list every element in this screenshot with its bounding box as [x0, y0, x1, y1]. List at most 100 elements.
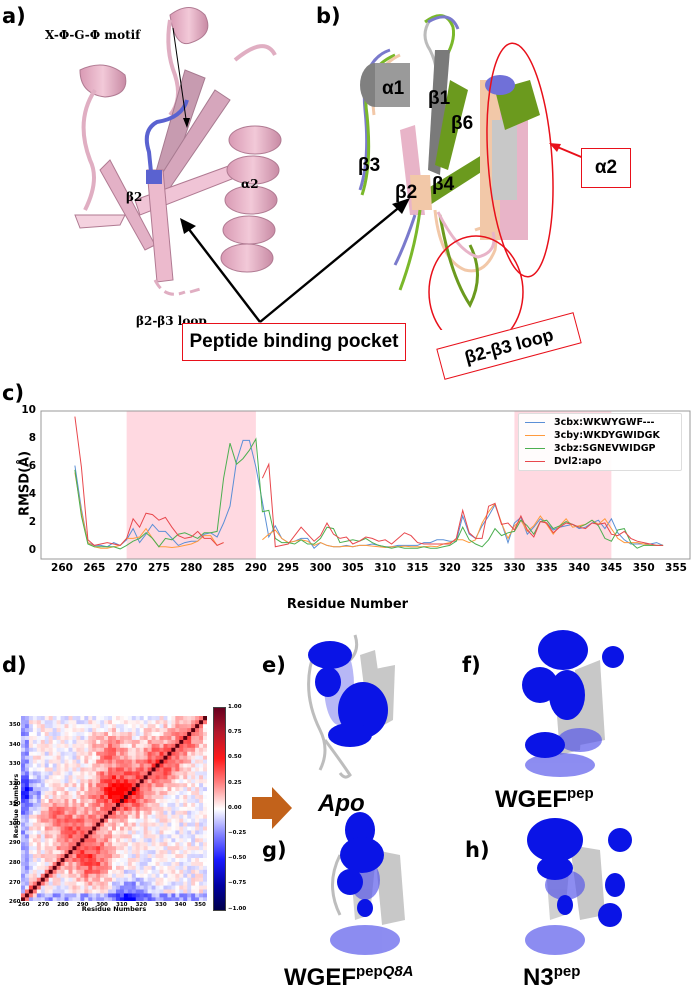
heatmap-y-tick: 260	[9, 899, 21, 906]
y-tick-label: 0	[28, 544, 36, 556]
legend-item-3cbz: 3cbz:SGNEVWIDGP	[525, 442, 655, 455]
heatmap-y-tick: 290	[9, 840, 21, 847]
x-tick-label: 350	[632, 562, 655, 574]
panel-label-b: b)	[316, 4, 341, 28]
y-tick-label: 4	[28, 488, 36, 500]
heatmap-x-tick: 290	[76, 902, 89, 908]
rmsd-legend: 3cbx:WKWYGWF--- 3cby:WKDYGWIDGK 3cbz:SGN…	[518, 413, 682, 471]
y-tick-label: 2	[28, 516, 36, 528]
legend-label: 3cbz:SGNEVWIDGP	[554, 443, 656, 454]
protein-overlay-b	[358, 14, 554, 330]
heatmap-y-tick: 350	[9, 722, 21, 728]
orange-arrow-icon	[252, 787, 292, 829]
pocket-callout-text: Peptide binding pocket	[189, 331, 399, 352]
panel-label-c: c)	[2, 381, 25, 405]
structure-n3-pep	[525, 818, 632, 955]
x-tick-label: 265	[83, 562, 106, 574]
x-tick-label: 330	[503, 562, 526, 574]
panel-label-d: d)	[2, 653, 27, 677]
alpha2-callout-text: α2	[594, 157, 618, 178]
colorbar-tick: 0.50	[228, 754, 242, 761]
x-tick-label: 270	[115, 562, 138, 574]
colorbar	[213, 707, 226, 911]
struct-label-beta4: β4	[432, 174, 455, 195]
heatmap-x-tick: 300	[96, 902, 108, 908]
panel-label-f: f)	[462, 653, 481, 677]
rmsd-series-line	[74, 416, 224, 546]
x-tick-label: 305	[341, 562, 364, 574]
caption-wgef-pep-q8a: WGEFpepQ8A	[284, 963, 414, 992]
x-tick-label: 355	[665, 562, 687, 574]
panel-label-h: h)	[465, 838, 490, 862]
heatmap-x-tick: 340	[174, 902, 187, 908]
x-tick-label: 345	[600, 562, 623, 574]
caption-sup: pep	[567, 785, 594, 802]
heatmap-x-tick: 280	[57, 902, 69, 908]
x-tick-label: 285	[212, 562, 235, 574]
x-tick-label: 320	[438, 562, 461, 574]
rmsd-series-line	[261, 462, 664, 548]
colorbar-tick: −0.25	[228, 830, 247, 836]
panel-label-e: e)	[262, 653, 286, 677]
caption-n3-pep: N3pep	[523, 963, 580, 992]
panel-label-a: a)	[2, 4, 26, 28]
x-tick-label: 260	[51, 562, 73, 574]
y-tick-label: 6	[28, 460, 36, 472]
protein-cartoon-a	[74, 7, 282, 296]
legend-label: 3cbx:WKWYGWF---	[554, 417, 655, 428]
legend-item-3cbx: 3cbx:WKWYGWF---	[525, 416, 654, 429]
colorbar-tick: −0.50	[228, 855, 247, 862]
struct-label-beta1: β1	[428, 88, 451, 109]
colorbar-tick: 0.00	[228, 804, 242, 811]
heatmap-x-tick: 330	[155, 902, 167, 908]
motif-label: X-Φ-G-Φ motif	[45, 28, 141, 42]
heatmap-y-tick: 340	[9, 741, 21, 748]
y-tick-label: 10	[21, 404, 36, 416]
x-tick-label: 280	[180, 562, 203, 574]
heatmap-xlabel: Residue Numbers	[81, 905, 147, 913]
heatmap-x-tick: 310	[116, 902, 128, 908]
correlation-heatmap	[21, 716, 207, 901]
structure-apo	[307, 634, 395, 779]
colorbar-tick: 1.00	[228, 704, 242, 710]
loop-callout-text: β2-β3 loop	[462, 324, 556, 367]
colorbar-tick: 0.25	[228, 779, 242, 786]
x-tick-label: 310	[374, 562, 397, 574]
structure-wgef-pep-q8a	[330, 812, 405, 955]
x-tick-label: 295	[277, 562, 300, 574]
heatmap-y-tick: 270	[9, 879, 21, 886]
heatmap-y-tick: 310	[9, 800, 21, 807]
legend-label: Dvl2:apo	[554, 456, 602, 467]
x-tick-label: 335	[535, 562, 558, 574]
x-tick-label: 290	[244, 562, 267, 574]
heatmap-y-tick: 330	[9, 761, 21, 768]
heatmap-x-tick: 320	[135, 902, 148, 908]
caption-sup-italic: Q8A	[382, 963, 414, 980]
colorbar-tick: 0.75	[228, 729, 242, 736]
panel-label-g: g)	[262, 838, 287, 862]
rmsd-series-line	[262, 502, 664, 549]
heatmap-y-tick: 280	[9, 859, 21, 866]
x-tick-label: 300	[309, 562, 332, 574]
legend-item-dvl2: Dvl2:apo	[525, 455, 601, 468]
pocket-callout-box: Peptide binding pocket	[182, 323, 406, 361]
heatmap-x-tick: 270	[37, 902, 50, 908]
caption-sup: pep	[553, 963, 581, 980]
heatmap-y-tick: 320	[9, 781, 21, 788]
x-tick-label: 340	[568, 562, 591, 574]
structure-wgef-pep	[522, 630, 624, 777]
caption-wgef-pep: WGEFpep	[495, 785, 594, 814]
rmsd-series-line	[74, 437, 664, 550]
colorbar-tick: −0.75	[228, 880, 247, 887]
beta2-label-a: β2	[126, 190, 143, 204]
caption-main: N3	[523, 964, 554, 991]
rmsd-series-line	[74, 439, 664, 549]
rmsd-xlabel: Residue Number	[286, 597, 409, 612]
legend-label: 3cby:WKDYGWIDGK	[554, 430, 660, 441]
x-tick-label: 325	[471, 562, 494, 574]
alpha2-label-a: α2	[241, 177, 259, 191]
alpha2-callout-box: α2	[581, 148, 631, 188]
caption-sup: pep	[356, 963, 383, 980]
struct-label-beta6: β6	[451, 113, 474, 134]
y-tick-label: 8	[28, 432, 36, 444]
